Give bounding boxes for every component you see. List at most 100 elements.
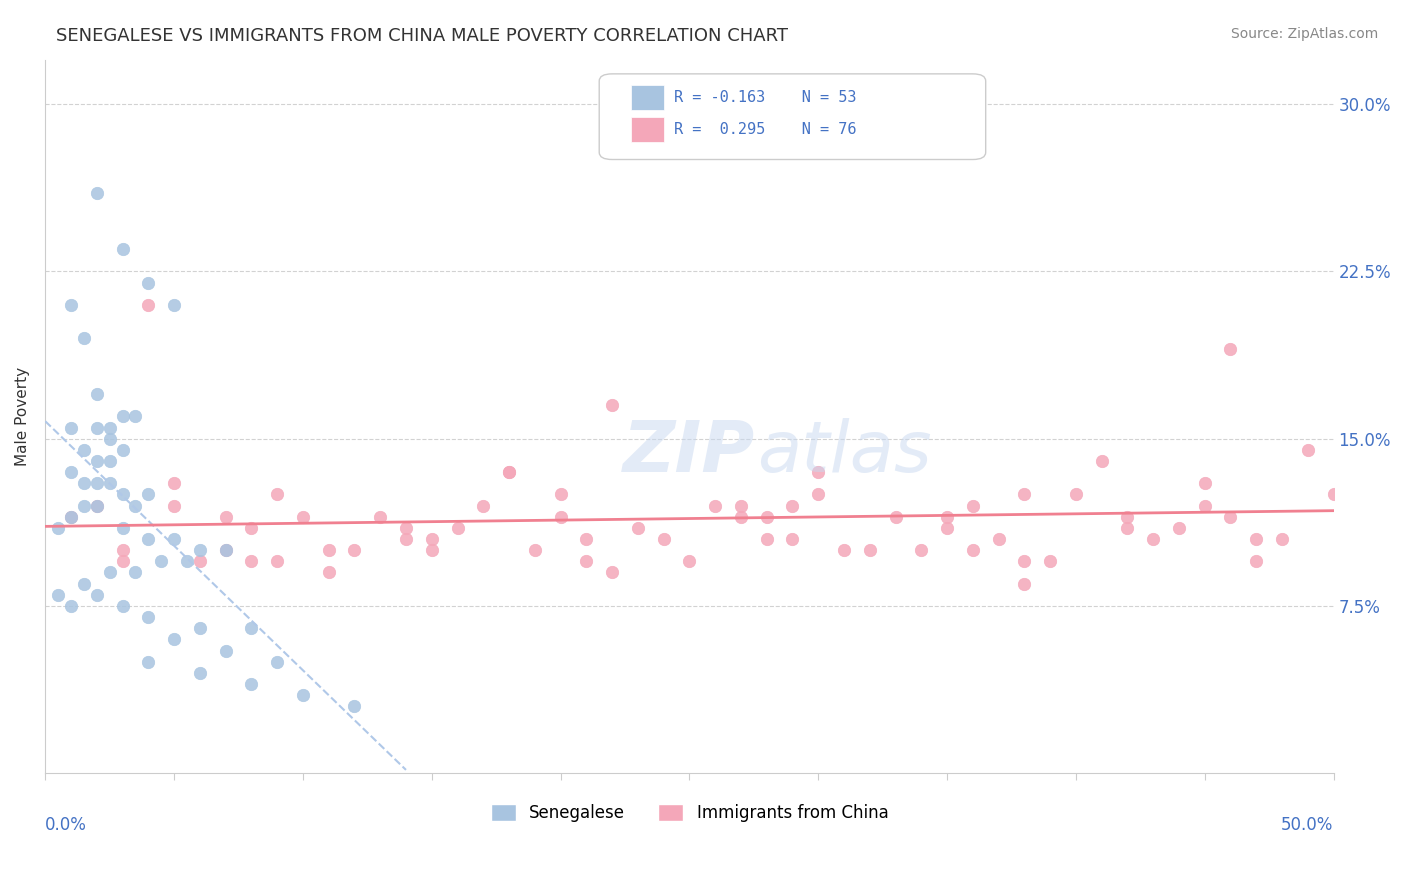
Point [163,632,186,647]
Point [1194,499,1216,513]
Point [60,509,83,524]
Point [1039,554,1062,568]
Point [214,509,236,524]
Point [86,499,108,513]
Point [1296,442,1319,457]
Point [832,543,855,558]
Point [86,420,108,434]
Point [1322,487,1344,501]
Point [188,621,211,635]
Point [266,487,288,501]
Point [188,665,211,680]
Point [368,509,391,524]
Point [124,499,146,513]
Point [627,521,650,535]
Point [188,543,211,558]
Point [755,532,778,546]
Point [472,499,495,513]
Text: ZIP: ZIP [623,417,755,486]
Point [214,643,236,657]
Point [782,532,804,546]
Point [807,465,830,479]
Point [1244,532,1267,546]
Point [86,454,108,468]
Point [550,509,572,524]
Point [550,487,572,501]
Point [240,554,263,568]
Point [60,509,83,524]
Point [730,509,752,524]
Point [755,509,778,524]
Point [138,487,160,501]
FancyBboxPatch shape [631,117,664,142]
Point [111,521,134,535]
Point [782,499,804,513]
Point [86,476,108,491]
Point [962,543,984,558]
Point [291,509,314,524]
Point [98,476,121,491]
Point [86,186,108,201]
Point [936,521,959,535]
Point [318,543,340,558]
Point [111,487,134,501]
Point [111,599,134,613]
Point [1014,487,1036,501]
Point [420,532,443,546]
Point [111,242,134,256]
Point [343,543,366,558]
Point [138,298,160,312]
Point [1219,509,1241,524]
Point [60,298,83,312]
Text: 50.0%: 50.0% [1281,816,1333,834]
Point [163,499,186,513]
Text: R =  0.295    N = 76: R = 0.295 N = 76 [673,121,856,136]
Point [498,465,520,479]
Point [98,432,121,446]
Point [214,543,236,558]
Point [859,543,882,558]
Point [1271,532,1294,546]
Point [1374,454,1396,468]
Point [498,465,520,479]
Point [86,499,108,513]
Point [575,554,598,568]
Point [60,599,83,613]
Point [807,487,830,501]
Point [73,576,96,591]
Point [111,543,134,558]
Point [1014,554,1036,568]
Point [395,532,418,546]
Point [266,655,288,669]
Point [704,499,727,513]
Text: Source: ZipAtlas.com: Source: ZipAtlas.com [1230,27,1378,41]
Point [730,499,752,513]
Point [1091,454,1114,468]
Point [910,543,932,558]
Point [600,566,623,580]
Point [60,465,83,479]
Point [266,554,288,568]
Point [46,588,69,602]
Point [1142,532,1164,546]
Point [163,532,186,546]
Point [98,420,121,434]
Point [111,409,134,424]
Point [73,476,96,491]
Point [163,476,186,491]
Y-axis label: Male Poverty: Male Poverty [15,367,30,466]
FancyBboxPatch shape [599,74,986,160]
Point [884,509,907,524]
Point [240,621,263,635]
Point [318,566,340,580]
Point [240,521,263,535]
Point [86,588,108,602]
Point [163,298,186,312]
Point [124,566,146,580]
Point [240,677,263,691]
Point [98,454,121,468]
Point [678,554,700,568]
Point [1219,343,1241,357]
Point [291,688,314,702]
Point [1014,576,1036,591]
